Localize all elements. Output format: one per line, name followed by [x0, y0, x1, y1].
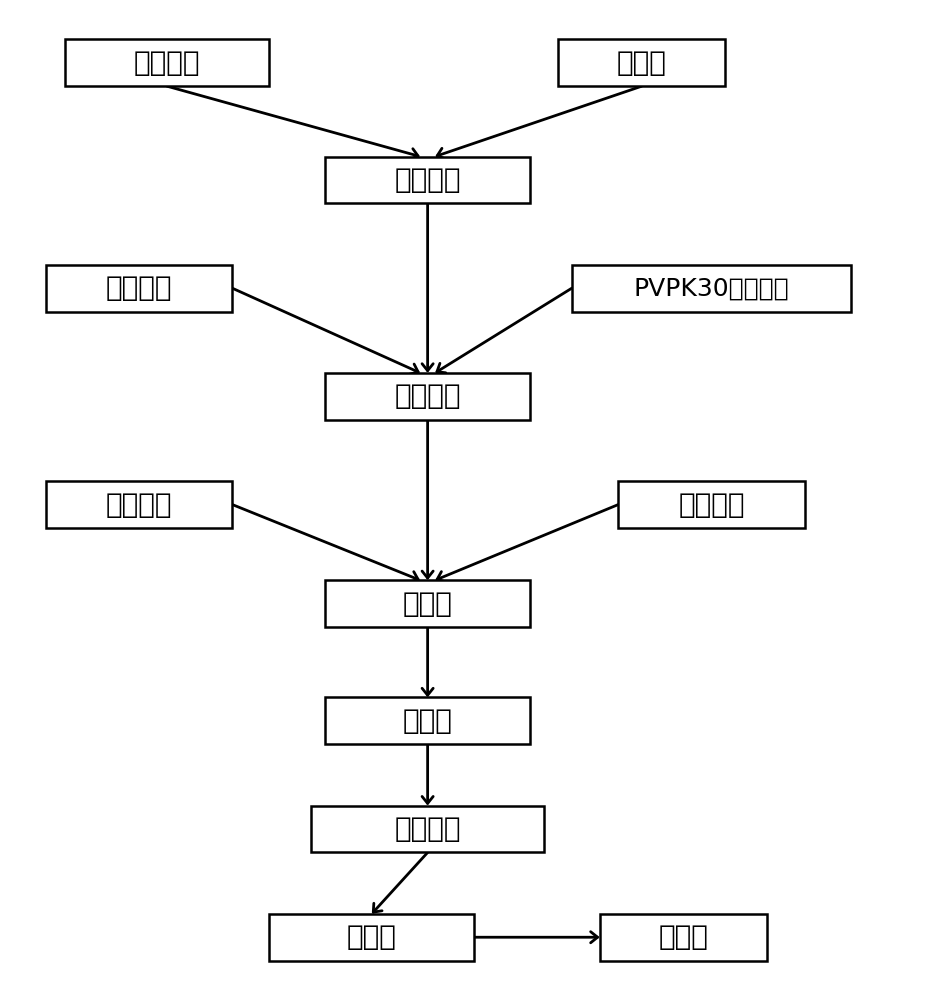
Text: 梯度混合: 梯度混合: [394, 166, 461, 194]
Text: 高速混合: 高速混合: [394, 382, 461, 410]
Text: 硬脂酸镁: 硬脂酸镁: [678, 491, 745, 519]
Bar: [46, 481, 232, 528]
Text: PVPK30、黄原胶: PVPK30、黄原胶: [634, 276, 790, 300]
Text: 压　片: 压 片: [403, 707, 453, 735]
Text: 喷薄膜衣: 喷薄膜衣: [394, 815, 461, 843]
Bar: [269, 914, 474, 961]
Text: 总　混: 总 混: [403, 590, 453, 618]
Text: 骨架材料: 骨架材料: [106, 274, 173, 302]
Text: 包　装: 包 装: [346, 923, 396, 951]
Bar: [65, 39, 269, 86]
Bar: [600, 914, 767, 961]
Bar: [572, 265, 851, 312]
Text: 微粉硅胶: 微粉硅胶: [106, 491, 173, 519]
Bar: [558, 39, 726, 86]
Bar: [325, 697, 530, 744]
Bar: [619, 481, 805, 528]
Text: 入　库: 入 库: [658, 923, 709, 951]
Bar: [312, 806, 544, 852]
Bar: [325, 157, 530, 203]
Text: 乳　糖: 乳 糖: [617, 49, 667, 77]
Text: 呵达帕胺: 呵达帕胺: [133, 49, 200, 77]
Bar: [325, 580, 530, 627]
Bar: [325, 373, 530, 420]
Bar: [46, 265, 232, 312]
